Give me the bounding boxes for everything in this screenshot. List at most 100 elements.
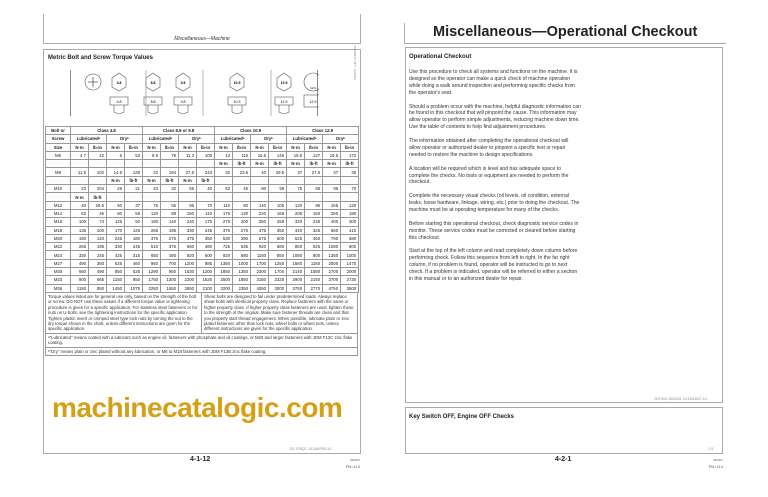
table-cell [250, 192, 270, 202]
table-cell: 15.5 [286, 150, 306, 161]
table-cell: 88 [160, 208, 180, 219]
table-cell: Dryᵇ [105, 134, 144, 144]
table-cell: 240 [178, 217, 198, 227]
table-cell: 4750 [322, 283, 342, 293]
right-content-box [405, 47, 723, 403]
table-cell: 2140 [286, 267, 306, 277]
table-row-m24: M24 330 245 425 315 650 480 820 600 920 680 1150 850… [45, 250, 360, 260]
table-cell: 1350 [232, 267, 252, 277]
table-cell: 46 [232, 184, 252, 194]
table-cell: 205 [286, 208, 306, 219]
table-cell: 1150 [70, 283, 89, 293]
checkout-paragraphs: Use this procedure to check all systems … [409, 69, 581, 290]
table-cell: 265 [70, 242, 89, 252]
table-cell: 625 [286, 233, 306, 244]
table-cell: Class 4.8 [69, 125, 144, 136]
table-cell: Dryᵇ [322, 134, 360, 144]
table-cell: 19.5 [322, 150, 342, 161]
table-cell: 40 [196, 184, 216, 194]
table-cell: 625 [304, 242, 324, 252]
table-cell: 475 [178, 233, 198, 244]
table-cell: 243 [196, 167, 216, 177]
table-row-m14: M14 63 46 80 59 120 88 150 110 175 130 220 165 205 150… [45, 208, 360, 219]
paragraph: Before starting this operational checkou… [409, 220, 579, 241]
table-cell: 137 [304, 150, 324, 161]
table-cell: 14.5 [106, 167, 125, 177]
table-cell: 1350 [322, 250, 342, 260]
table-cell: 63 [214, 184, 234, 194]
table-cell: Lubricatedᵃ [142, 134, 180, 144]
table-cell: Dryᵇ [250, 134, 288, 144]
table-cell: 625 [106, 258, 125, 269]
table-cell: Lubricatedᵃ [70, 134, 107, 144]
table-cell: 53 [123, 150, 144, 161]
table-unit-row: N·m lb-ft N·m lb-ft N·m lb-ft [45, 175, 360, 186]
table-cell: 6 [106, 150, 125, 161]
table-cell: 3000 [268, 283, 288, 293]
table-cell: 140 [160, 217, 180, 227]
table-cell: 850 [106, 267, 125, 277]
table-cell [196, 192, 216, 202]
table-cell: lb-in [88, 142, 107, 152]
table-cell: 460 [123, 258, 144, 269]
table-cell: 37 [123, 200, 144, 210]
table-cell: 27.5 [178, 167, 198, 177]
table-cell [232, 175, 252, 186]
table-cell [250, 175, 270, 186]
table-cell [106, 159, 125, 169]
table-cell: 790 [322, 233, 342, 244]
table-cell: 11.3 [178, 150, 198, 161]
table-cell: 920 [250, 242, 270, 252]
table-cell: 13 [214, 150, 234, 161]
table-cell: 1580 [286, 258, 306, 269]
table-cell: N·m [142, 175, 162, 186]
table-cell: 175 [196, 217, 216, 227]
table-cell: M24 [45, 250, 71, 260]
table-cell: M30 [45, 267, 71, 277]
nut-side-icon [227, 96, 247, 106]
table-cell: 23.5 [232, 167, 252, 177]
table-cell: 8.9 [142, 150, 162, 161]
table-cell: 1250 [268, 258, 288, 269]
nut-class-mark: 4.8 [117, 100, 122, 104]
table-cell: lb-ft [196, 175, 216, 186]
table-cell [304, 175, 324, 186]
table-cell: 55 [178, 184, 198, 194]
table-cell: 850 [123, 275, 144, 285]
bolt-shank-icon [177, 105, 189, 114]
table-cell: 27.5 [304, 167, 324, 177]
table-cell: 650 [178, 242, 198, 252]
table-cell: 2000 [322, 258, 342, 269]
table-cell: N·m [250, 142, 270, 152]
table-cell: 194 [160, 167, 180, 177]
table-cell: 850 [286, 242, 306, 252]
figure-code: TS1670 —UN—01MAY03 [353, 45, 357, 80]
table-cell: 165 [322, 200, 342, 210]
table-cell: 1625 [196, 275, 216, 285]
table-cell: 300 [340, 217, 360, 227]
table-cell: Lubricatedᵃ [286, 134, 324, 144]
table-cell: 700 [160, 258, 180, 269]
table-cell [88, 175, 107, 186]
section-title-key-switch: Key Switch OFF, Engine OFF Checks [409, 414, 515, 420]
table-cell: lb-ft [340, 159, 360, 169]
table-cell: 46 [88, 208, 107, 219]
key-switch-code: -1/1 [708, 447, 714, 451]
table-cell: lb-in [123, 142, 144, 152]
table-cell: 1450 [106, 283, 125, 293]
table-header-condition: Screw Lubricatedᵃ Dryᵇ Lubricatedᵃ Dryᵇ Lubri… [45, 134, 360, 144]
table-cell: 2770 [304, 283, 324, 293]
table-cell: 175 [214, 208, 234, 219]
socket-side-class-mark: 12.9 [310, 100, 317, 104]
table-cell: 375 [142, 233, 162, 244]
socket-class-mark: 12.9 [310, 86, 316, 90]
table-cell: 1700 [250, 258, 270, 269]
table-cell: lb-in [304, 142, 324, 152]
table-cell: 275 [160, 233, 180, 244]
table-cell: 1160 [304, 258, 324, 269]
table-cell: 100 [88, 225, 107, 235]
table-cell: 1850 [214, 267, 234, 277]
table-cell: 1000 [232, 258, 252, 269]
table-header-class: Bolt or Class 4.8 Class 8.8 or 9.8 Class 10… [45, 125, 360, 136]
table-cell: 37 [286, 167, 306, 177]
